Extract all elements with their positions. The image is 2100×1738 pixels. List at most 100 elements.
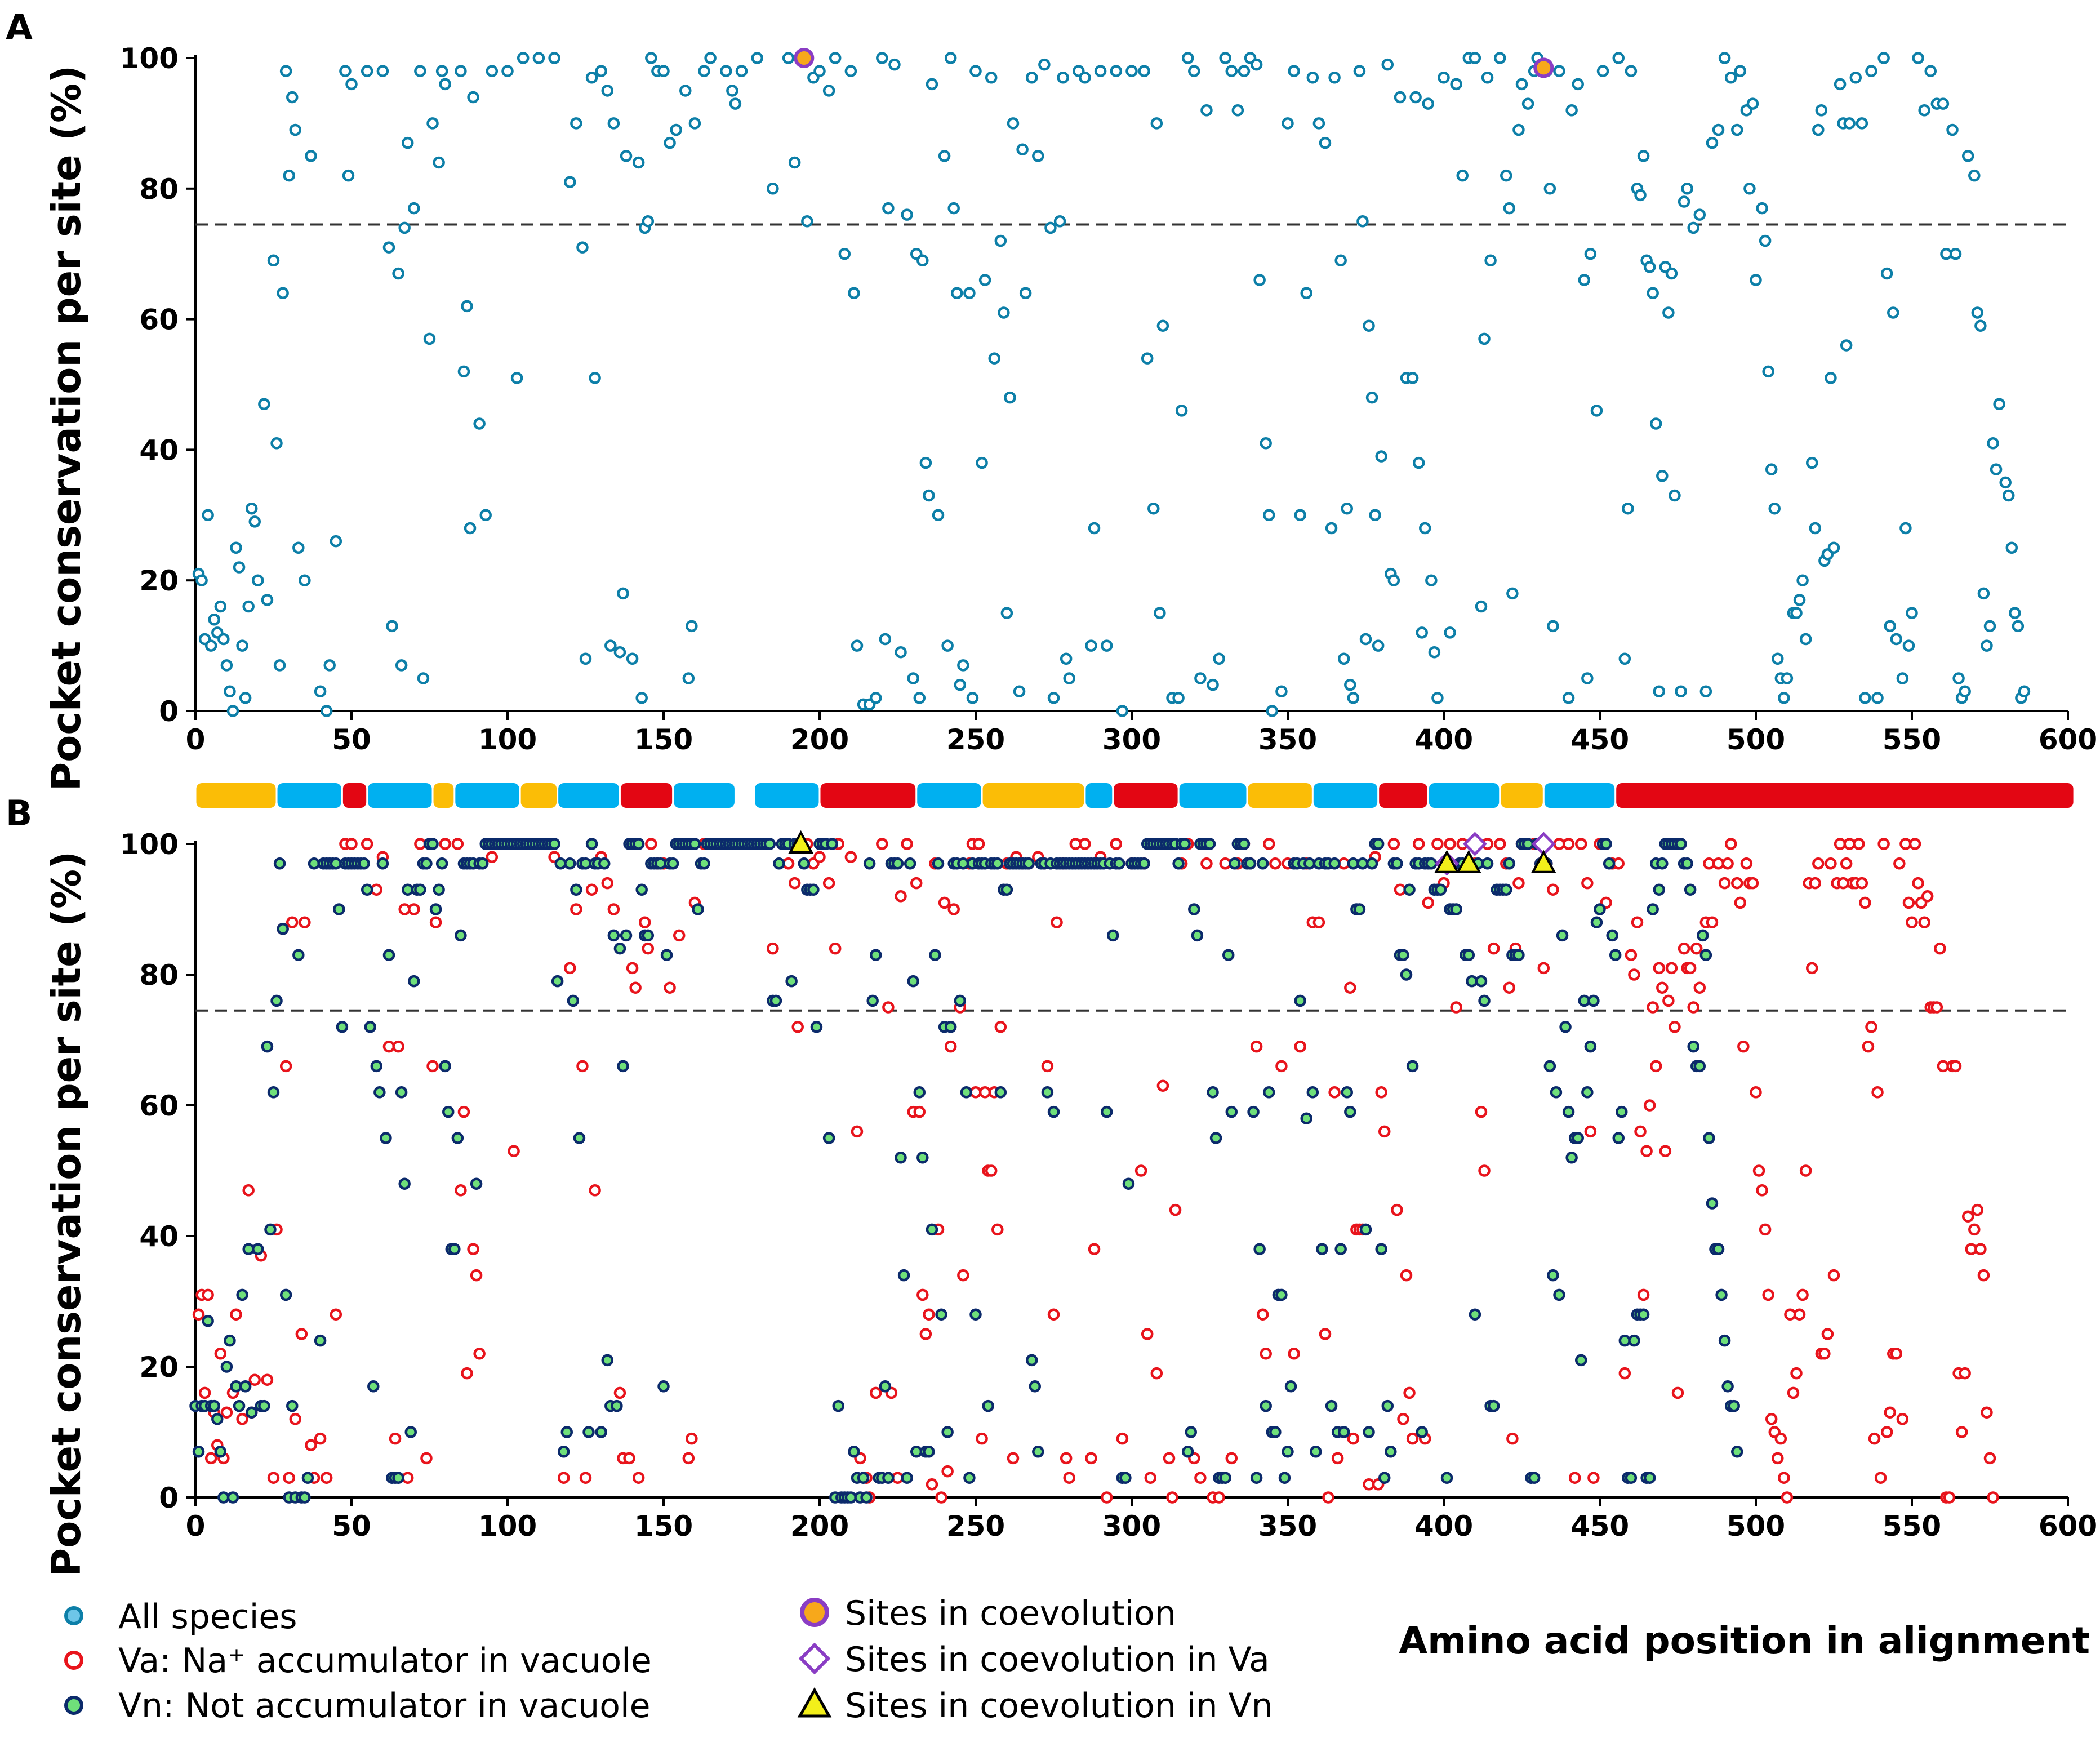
point-vn xyxy=(902,1473,912,1483)
point-all-species xyxy=(1239,66,1249,76)
point-all-species xyxy=(1826,373,1835,383)
point-va xyxy=(1261,1349,1271,1358)
point-vn xyxy=(1704,1134,1714,1143)
point-va xyxy=(631,983,640,993)
point-va xyxy=(1960,1368,1970,1378)
domain-segment-bar xyxy=(197,783,2074,808)
point-all-species xyxy=(1760,236,1770,246)
point-all-species xyxy=(1021,288,1030,298)
point-va xyxy=(1314,918,1324,927)
point-va xyxy=(1296,1042,1305,1051)
point-all-species xyxy=(634,158,643,167)
x-tick-label-a: 150 xyxy=(634,723,693,756)
point-vn xyxy=(1442,1473,1452,1483)
point-vn xyxy=(300,1493,309,1503)
x-tick-label-a: 250 xyxy=(946,723,1005,756)
point-vn xyxy=(827,839,837,849)
point-all-species xyxy=(915,693,924,703)
point-vn xyxy=(272,996,282,1006)
point-vn xyxy=(1186,1428,1196,1437)
point-va xyxy=(587,885,597,895)
point-all-species xyxy=(1701,687,1711,696)
legend-vn-label: Vn: Not accumulator in vacuole xyxy=(118,1686,651,1726)
point-all-species xyxy=(475,419,484,429)
point-vn xyxy=(222,1362,232,1372)
point-va xyxy=(216,1349,225,1358)
point-vn xyxy=(1270,1428,1280,1437)
point-va xyxy=(1392,1205,1402,1215)
point-va xyxy=(1732,878,1742,888)
point-va xyxy=(1620,1368,1630,1378)
point-all-species xyxy=(1817,105,1826,115)
point-vn xyxy=(865,859,874,868)
point-va xyxy=(1810,878,1820,888)
point-all-species xyxy=(1371,510,1380,520)
point-va xyxy=(1589,1473,1598,1483)
domain-segment-red xyxy=(343,783,366,808)
point-va xyxy=(1118,1434,1127,1443)
point-va xyxy=(200,1388,210,1398)
point-vn xyxy=(441,1061,450,1071)
x-tick-label-b: 550 xyxy=(1883,1510,1941,1543)
point-va xyxy=(1813,859,1823,868)
point-va xyxy=(937,1493,946,1503)
point-vn xyxy=(637,885,647,895)
x-tick-label-b: 150 xyxy=(634,1510,693,1543)
point-vn xyxy=(1714,1244,1723,1254)
point-vn xyxy=(834,1401,843,1411)
x-tick-label-b: 50 xyxy=(332,1510,371,1543)
point-vn xyxy=(1645,1473,1654,1483)
point-all-species xyxy=(577,243,587,252)
point-va xyxy=(281,1061,291,1071)
point-all-species xyxy=(481,510,491,520)
point-all-species xyxy=(518,54,528,63)
point-all-species xyxy=(1430,647,1439,657)
point-all-species xyxy=(700,66,709,76)
point-all-species xyxy=(1623,504,1632,513)
point-vn xyxy=(1239,839,1249,849)
point-all-species xyxy=(287,92,297,102)
point-all-species xyxy=(1885,621,1895,631)
point-all-species xyxy=(315,687,325,696)
point-all-species xyxy=(637,693,647,703)
point-va xyxy=(1061,1453,1071,1463)
point-vn xyxy=(1373,839,1383,849)
point-va xyxy=(1951,1061,1960,1071)
point-vn xyxy=(1114,859,1124,868)
point-va xyxy=(1333,1453,1342,1463)
point-all-species xyxy=(409,203,419,213)
point-va xyxy=(1654,963,1664,973)
point-va xyxy=(768,944,777,953)
point-all-species xyxy=(1005,393,1015,402)
point-vn xyxy=(315,1336,325,1345)
point-all-species xyxy=(727,86,737,95)
point-vn xyxy=(1717,1290,1727,1300)
point-va xyxy=(1345,983,1355,993)
point-va xyxy=(1582,878,1592,888)
x-tick-label-b: 200 xyxy=(790,1510,849,1543)
point-coevolution xyxy=(1535,59,1552,76)
point-va xyxy=(815,852,825,862)
point-all-species xyxy=(1267,706,1277,716)
point-vn xyxy=(609,931,619,940)
point-vn xyxy=(1189,905,1199,914)
point-all-species xyxy=(1720,54,1729,63)
point-all-species xyxy=(802,216,812,226)
point-va xyxy=(1982,1408,1991,1417)
point-all-species xyxy=(721,66,731,76)
legend-coevo-va-label: Sites in coevolution in Va xyxy=(845,1640,1270,1679)
point-all-species xyxy=(1102,641,1111,651)
point-vn xyxy=(210,1401,219,1411)
point-vn xyxy=(194,1447,203,1456)
point-vn xyxy=(471,1179,481,1189)
point-va xyxy=(665,983,675,993)
point-all-species xyxy=(1545,184,1555,193)
point-va xyxy=(1760,1225,1770,1234)
point-va xyxy=(469,1244,478,1254)
point-va xyxy=(1920,918,1929,927)
point-va xyxy=(1985,1453,1995,1463)
point-all-species xyxy=(1045,223,1055,233)
point-vn xyxy=(662,950,671,960)
point-vn xyxy=(1102,1107,1111,1117)
point-va xyxy=(441,839,450,849)
